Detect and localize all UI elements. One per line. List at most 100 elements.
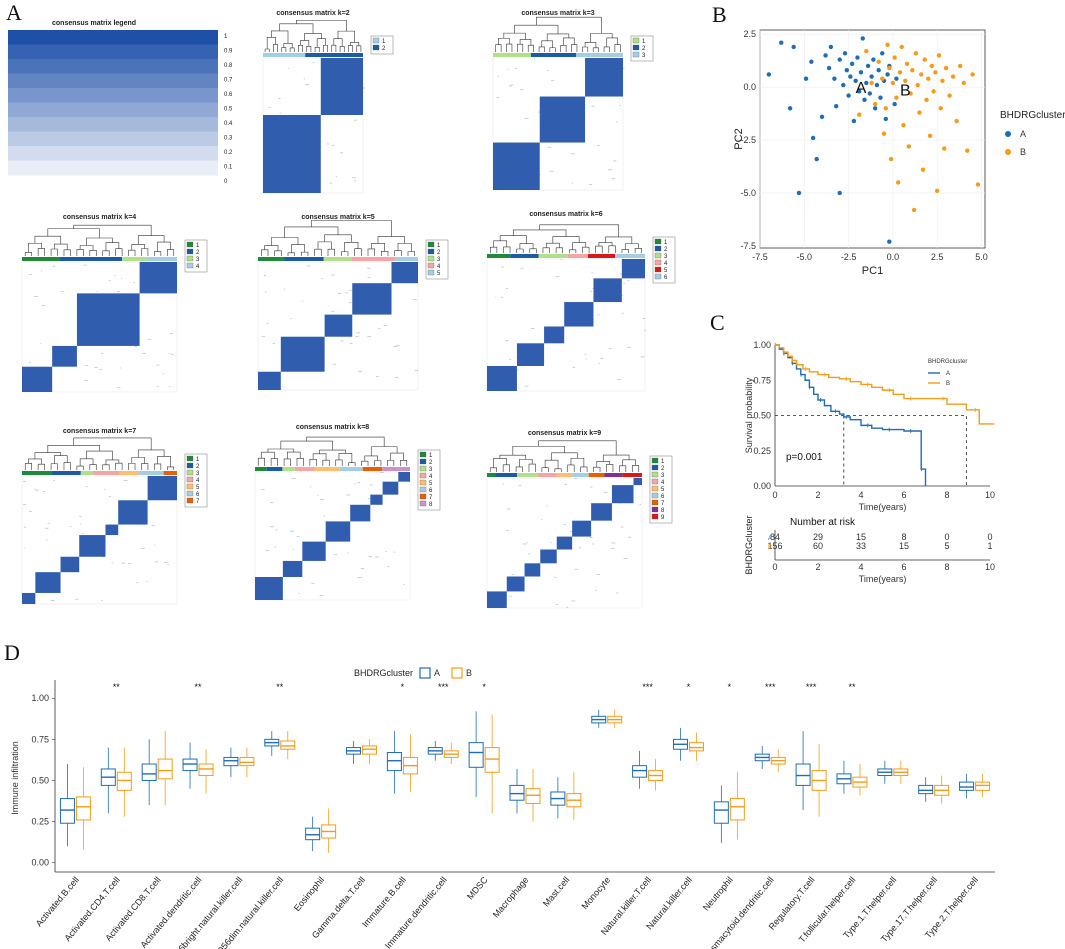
matrix-speck — [597, 314, 600, 316]
dendrogram-branch — [331, 44, 337, 52]
box-body-A — [509, 784, 525, 801]
cluster-bar-segment — [314, 467, 340, 471]
cluster-bar-segment — [351, 257, 396, 261]
matrix-speck — [312, 62, 315, 64]
dendrogram-branch — [50, 248, 58, 256]
matrix-speck — [570, 531, 574, 532]
legend-tick: 0.4 — [224, 121, 233, 127]
risk-table-row-label: B — [768, 545, 772, 551]
cluster-bar-segment — [622, 473, 642, 477]
matrix-speck — [640, 356, 645, 358]
matrix-speck — [339, 95, 341, 96]
matrix-speck — [607, 169, 612, 171]
matrix-speck — [623, 558, 628, 559]
cluster-legend-label: 5 — [196, 485, 200, 491]
dendrogram-branch — [614, 44, 621, 52]
box-category-label: Natural.killer.cell — [644, 875, 694, 932]
cluster-legend-swatch — [186, 462, 194, 469]
matrix-speck — [345, 292, 349, 294]
cluster-legend-label: 1 — [664, 240, 668, 246]
dendrogram-branch — [538, 440, 617, 456]
matrix-speck — [85, 486, 88, 487]
cluster-legend-label: 2 — [196, 250, 200, 256]
consensus-block — [487, 365, 517, 391]
consensus-matrix-title: consensus matrix k=7 — [63, 428, 136, 435]
dendrogram-branch — [154, 251, 162, 256]
dendrogram-branch — [515, 466, 523, 472]
dendrogram-branch — [584, 42, 597, 48]
matrix-speck — [106, 312, 109, 313]
consensus-block — [370, 494, 383, 505]
cluster-legend-label: 5 — [661, 487, 665, 493]
legend-tick: 0.3 — [224, 136, 233, 142]
matrix-speck — [518, 143, 521, 144]
dendrogram-branch — [619, 465, 627, 472]
box-legend-swatch — [451, 667, 463, 679]
consensus-block — [506, 576, 525, 592]
pca-point-A — [823, 53, 828, 58]
pca-x-tick: 2.5 — [931, 252, 944, 262]
box-body-A — [959, 781, 975, 791]
cluster-legend-swatch — [654, 252, 662, 259]
matrix-speck — [34, 488, 36, 490]
matrix-speck — [617, 379, 621, 380]
consensus-block — [76, 293, 140, 346]
matrix-speck — [490, 379, 494, 381]
pca-legend-label: A — [1020, 129, 1026, 139]
dendrogram-branch — [377, 236, 405, 244]
risk-table-x-tick: 0 — [772, 562, 777, 572]
cluster-bar-segment — [51, 471, 81, 475]
cluster-legend-swatch — [186, 490, 194, 497]
pca-point-B — [887, 65, 892, 71]
matrix-speck — [551, 331, 555, 333]
matrix-speck — [591, 543, 594, 545]
box-body-A — [305, 827, 321, 841]
km-legend-label: A — [946, 371, 950, 377]
matrix-speck — [571, 153, 575, 155]
matrix-speck — [321, 105, 324, 106]
cluster-legend-swatch — [419, 465, 427, 472]
dendrogram-branch — [267, 448, 295, 453]
cluster-legend-label: 9 — [661, 515, 665, 521]
matrix-speck — [352, 177, 356, 179]
matrix-speck — [331, 274, 335, 276]
matrix-speck — [311, 150, 314, 152]
pca-point-B — [883, 106, 888, 111]
matrix-speck — [549, 170, 554, 172]
matrix-speck — [317, 495, 319, 496]
matrix-speck — [619, 105, 621, 106]
matrix-speck — [627, 280, 630, 281]
cluster-legend-label: 7 — [429, 495, 433, 501]
matrix-speck — [146, 275, 151, 277]
dendrogram-branch — [356, 45, 362, 52]
cluster-bar-segment — [294, 467, 315, 471]
dendrogram-branch — [89, 250, 97, 256]
box-y-tick: 0.75 — [31, 734, 49, 744]
dendrogram-branch — [527, 44, 534, 52]
pca-point-A — [855, 55, 860, 60]
matrix-speck — [374, 556, 379, 558]
box-significance: *** — [438, 682, 449, 692]
box-body-A — [141, 763, 157, 781]
matrix-speck — [154, 544, 156, 546]
dendrogram-branch — [314, 248, 322, 256]
immune-boxplot: 1.00 0.75 0.50 0.25 0.00 Immune infiltration B… — [10, 667, 995, 949]
matrix-speck — [40, 270, 43, 272]
box-body-A — [713, 801, 729, 824]
cluster-bar-segment — [588, 473, 605, 477]
dendrogram-branch — [291, 244, 305, 253]
pca-cluster-label: B — [900, 82, 911, 99]
matrix-speck — [141, 522, 144, 523]
cluster-legend-label: 4 — [664, 261, 668, 267]
matrix-speck — [333, 553, 338, 555]
matrix-speck — [505, 288, 508, 289]
pca-point-A — [819, 114, 825, 119]
dendrogram-branch — [632, 465, 640, 472]
box-legend-label: B — [466, 668, 472, 678]
dendrogram-branch — [519, 243, 534, 250]
pca-point-B — [899, 44, 904, 50]
pca-x-tick: 0.0 — [887, 252, 900, 262]
